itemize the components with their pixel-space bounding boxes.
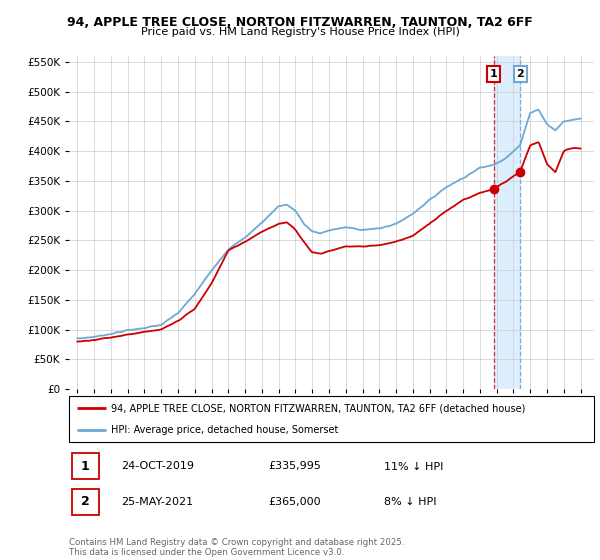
Bar bbox=[71, 454, 99, 479]
Bar bbox=[494, 56, 520, 389]
Text: Contains HM Land Registry data © Crown copyright and database right 2025.
This d: Contains HM Land Registry data © Crown c… bbox=[69, 538, 404, 557]
Text: 94, APPLE TREE CLOSE, NORTON FITZWARREN, TAUNTON, TA2 6FF: 94, APPLE TREE CLOSE, NORTON FITZWARREN,… bbox=[67, 16, 533, 29]
Text: 2: 2 bbox=[81, 495, 89, 508]
Text: 24-OCT-2019: 24-OCT-2019 bbox=[121, 461, 194, 472]
Text: 2: 2 bbox=[517, 69, 524, 79]
Bar bbox=[71, 489, 99, 515]
Text: 25-MAY-2021: 25-MAY-2021 bbox=[121, 497, 194, 507]
Text: 11% ↓ HPI: 11% ↓ HPI bbox=[384, 461, 443, 472]
Text: £335,995: £335,995 bbox=[269, 461, 322, 472]
Text: £365,000: £365,000 bbox=[269, 497, 321, 507]
Text: 1: 1 bbox=[490, 69, 497, 79]
Text: 94, APPLE TREE CLOSE, NORTON FITZWARREN, TAUNTON, TA2 6FF (detached house): 94, APPLE TREE CLOSE, NORTON FITZWARREN,… bbox=[111, 403, 526, 413]
Text: 8% ↓ HPI: 8% ↓ HPI bbox=[384, 497, 437, 507]
Text: 1: 1 bbox=[81, 460, 89, 473]
Text: Price paid vs. HM Land Registry's House Price Index (HPI): Price paid vs. HM Land Registry's House … bbox=[140, 27, 460, 37]
Text: HPI: Average price, detached house, Somerset: HPI: Average price, detached house, Some… bbox=[111, 426, 338, 436]
